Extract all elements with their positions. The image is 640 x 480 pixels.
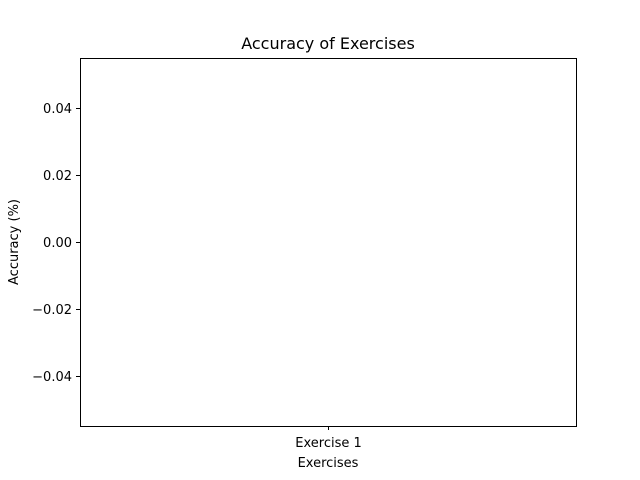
x-tick-label: Exercise 1: [295, 436, 362, 451]
y-tick-label: −0.02: [32, 303, 72, 318]
x-axis-label: Exercises: [298, 456, 359, 471]
y-tick-label: 0.02: [43, 169, 72, 184]
y-axis-label: Accuracy (%): [7, 199, 22, 285]
plot-area: [80, 58, 577, 427]
y-axis: 0.04 0.02 0.00 −0.02 −0.04: [32, 102, 80, 385]
y-tick-label: 0.04: [43, 102, 72, 117]
x-axis: Exercise 1: [295, 426, 362, 451]
chart-title: Accuracy of Exercises: [241, 34, 415, 53]
y-tick-label: 0.00: [43, 236, 72, 251]
y-tick-label: −0.04: [32, 370, 72, 385]
